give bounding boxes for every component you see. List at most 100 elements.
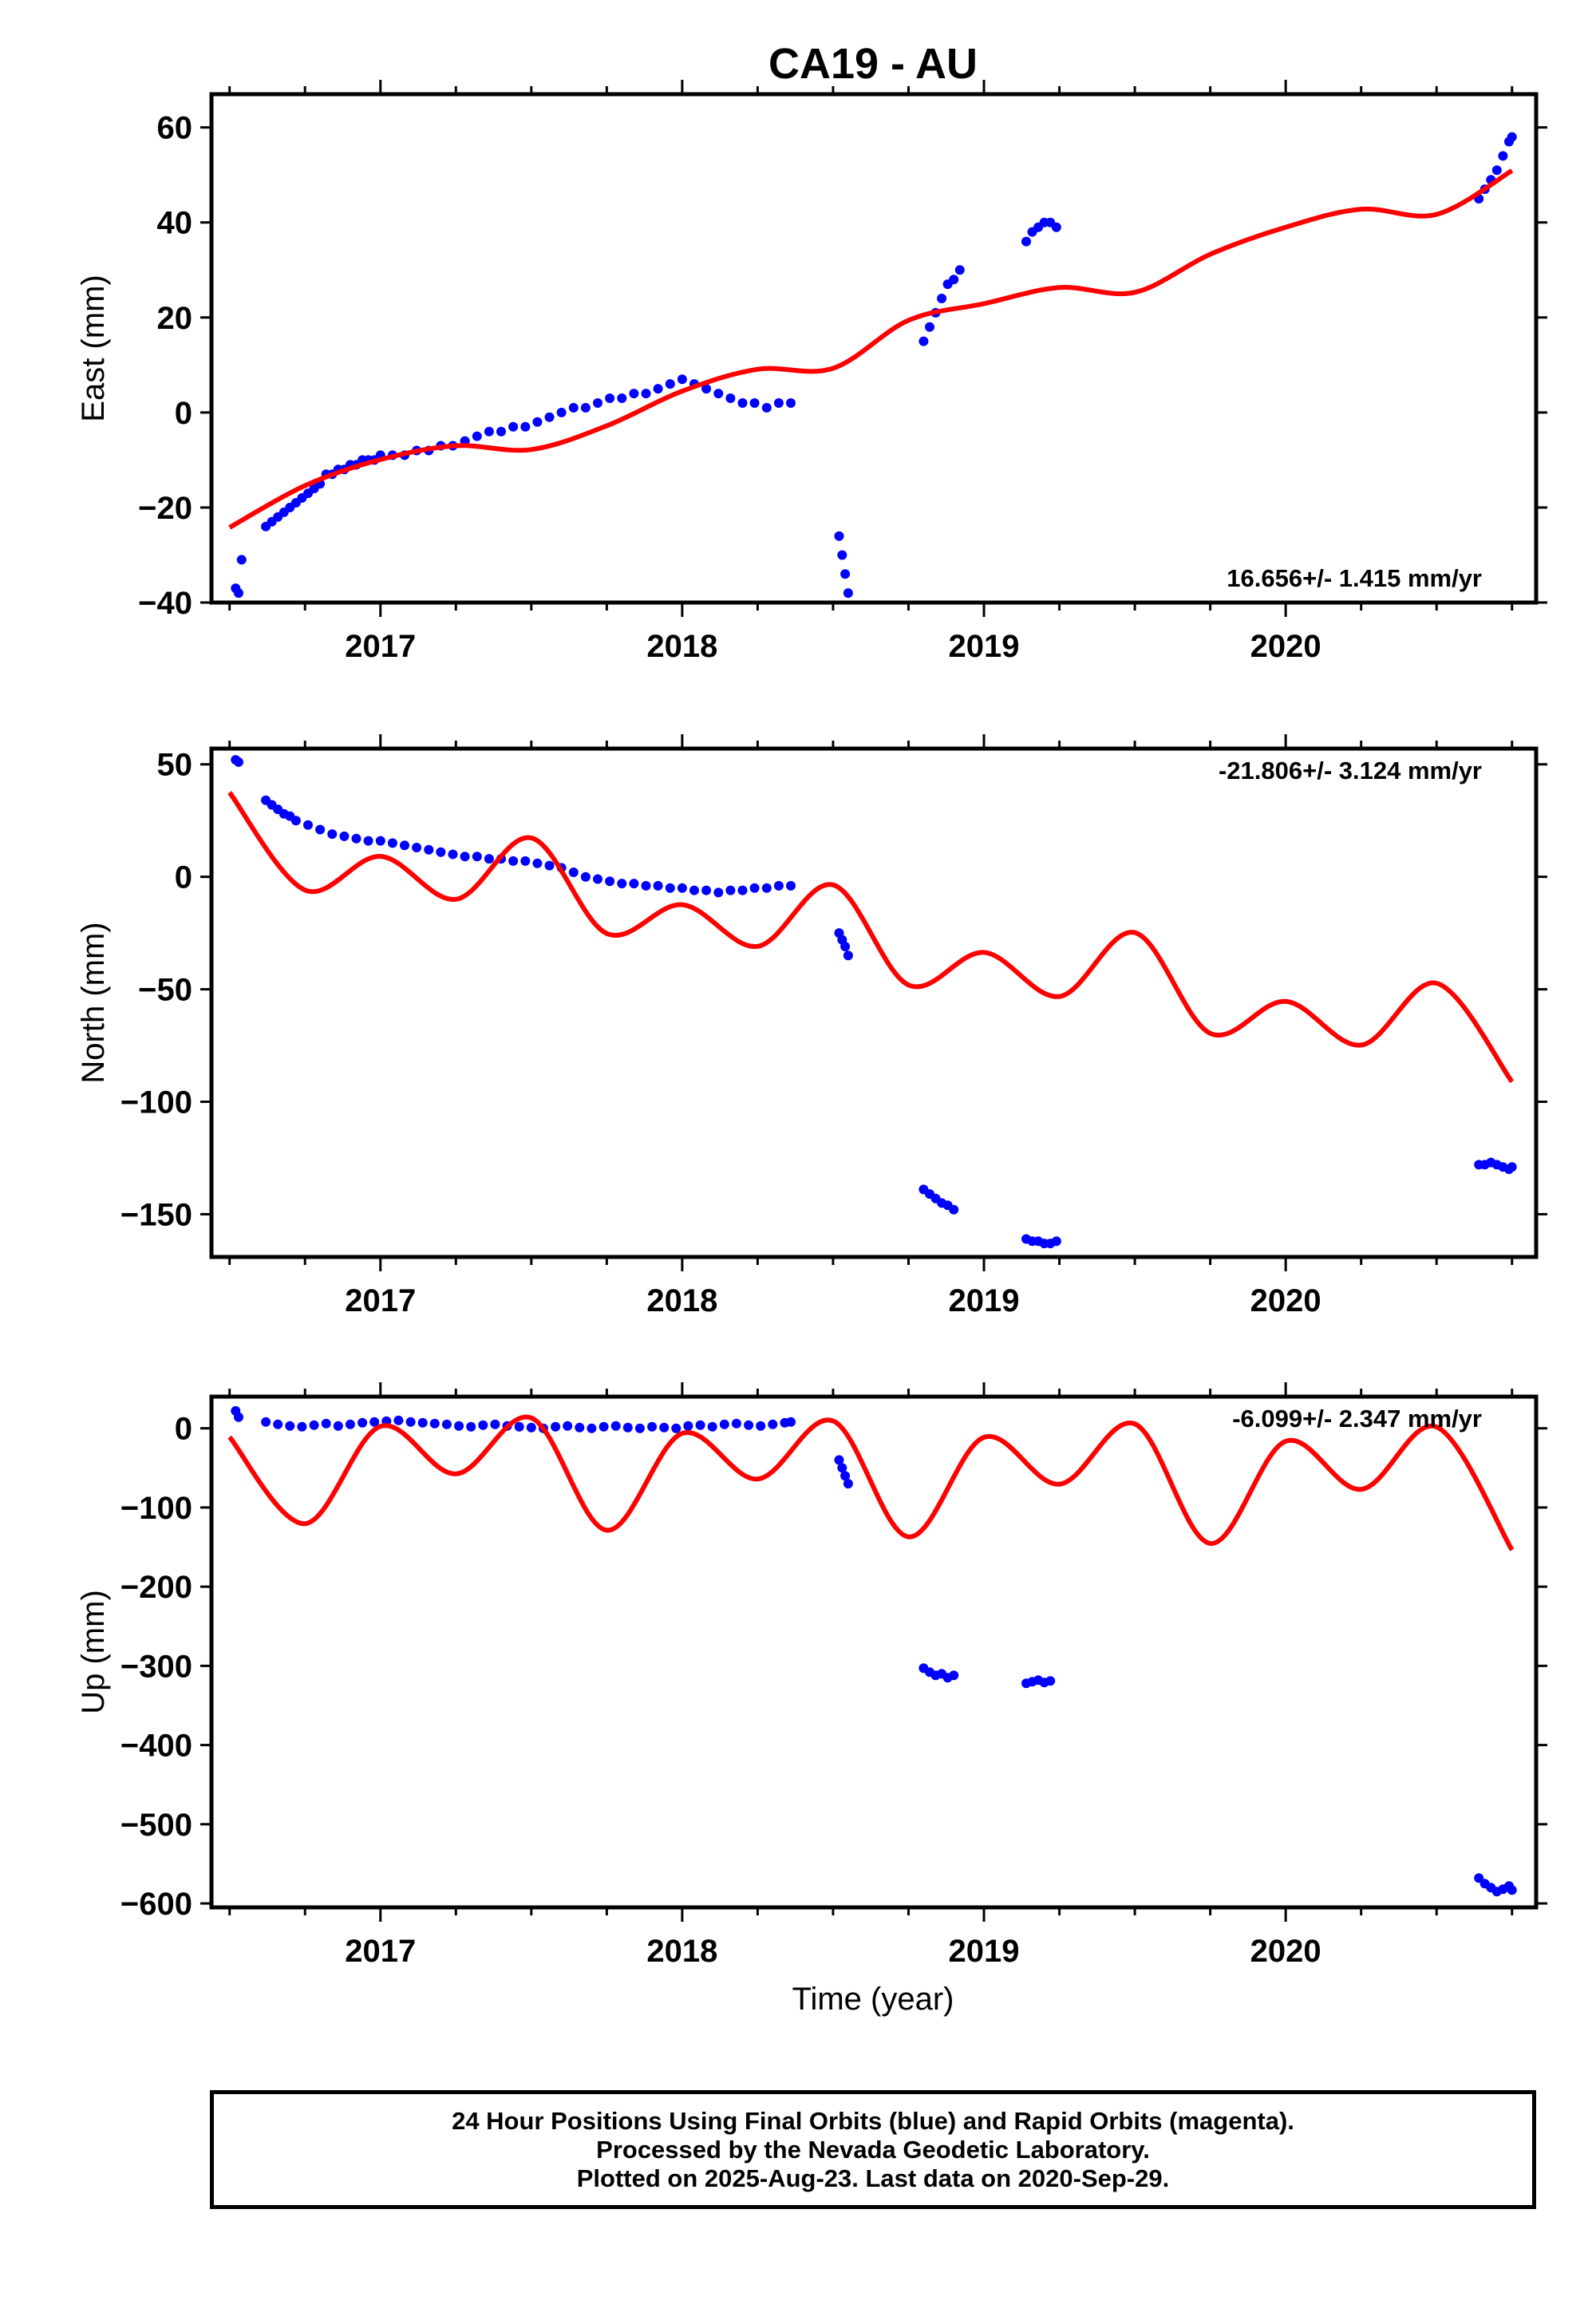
north-data-point: [508, 856, 519, 866]
north-data-point: [484, 854, 494, 864]
up-y-tick-label: 0: [175, 1412, 192, 1447]
up-data-point: [707, 1421, 717, 1432]
north-data-point: [375, 836, 385, 846]
up-data-point: [261, 1417, 271, 1427]
up-data-point: [840, 1471, 851, 1481]
north-data-point: [713, 887, 724, 898]
up-y-tick-label: −300: [120, 1649, 192, 1684]
east-data-point: [544, 412, 555, 422]
up-y-tick-label: −500: [120, 1808, 192, 1843]
north-data-point: [749, 883, 760, 893]
north-rate-label: -21.806+/- 3.124 mm/yr: [1219, 757, 1482, 785]
up-x-tick-label: 2020: [1250, 1934, 1321, 1969]
north-y-tick-label: −50: [138, 973, 192, 1008]
north-data-point: [786, 880, 796, 891]
north-data-point: [843, 951, 853, 961]
up-data-point: [234, 1412, 243, 1422]
north-data-point: [689, 885, 699, 895]
up-data-point: [417, 1417, 428, 1428]
up-data-point: [683, 1421, 693, 1431]
up-data-point: [563, 1421, 573, 1431]
up-data-point: [843, 1479, 853, 1489]
up-data-point: [719, 1419, 729, 1429]
up-data-point: [345, 1419, 355, 1429]
up-data-point: [393, 1415, 404, 1425]
up-data-point: [622, 1422, 633, 1433]
up-data-point: [575, 1422, 585, 1433]
up-rate-label: -6.099+/- 2.347 mm/yr: [1232, 1405, 1482, 1433]
x-axis-label: Time (year): [792, 1982, 954, 2017]
north-data-point: [424, 844, 434, 855]
up-data-point: [369, 1417, 380, 1427]
north-data-point: [472, 852, 482, 862]
up-data-point: [514, 1421, 524, 1432]
up-data-point: [768, 1419, 778, 1429]
north-data-point: [840, 942, 851, 951]
up-data-point: [478, 1420, 488, 1430]
east-data-point: [1507, 132, 1517, 142]
north-data-point: [327, 829, 338, 840]
up-data-point: [405, 1417, 416, 1427]
east-panel: −40 −20 0 20 40 60 2017 2018 2019 2020 East (mm) 16…: [76, 80, 1547, 664]
north-data-point: [677, 883, 687, 893]
east-data-point: [496, 426, 506, 437]
east-data-point: [641, 389, 651, 399]
north-data-point: [773, 880, 784, 891]
up-axes-frame: [209, 1394, 1539, 1910]
east-data-point: [234, 588, 243, 599]
east-y-tick-label: −20: [138, 491, 192, 526]
up-panel: −600 −500 −400 −300 −200 −100 0 2017 2018 2019 202…: [76, 1382, 1547, 1969]
east-data-point: [556, 407, 567, 417]
up-data-point: [659, 1422, 670, 1433]
up-y-tick-label: −100: [120, 1491, 192, 1526]
up-data-point: [671, 1423, 681, 1433]
north-data-point: [448, 849, 458, 860]
north-data-point: [665, 883, 675, 893]
up-data-point: [297, 1421, 307, 1432]
east-data-point: [677, 374, 687, 385]
up-data-point: [466, 1421, 476, 1432]
north-x-tick-label: 2020: [1250, 1283, 1321, 1318]
up-data-point: [786, 1417, 796, 1427]
north-plot-area: [227, 755, 1517, 1249]
east-data-point: [1021, 236, 1031, 247]
east-y-tick-label: 60: [157, 111, 193, 146]
north-data-point: [1051, 1236, 1061, 1247]
north-data-point: [580, 871, 591, 882]
up-data-point: [587, 1423, 597, 1433]
north-data-point: [460, 852, 470, 862]
north-y-tick-label: 50: [157, 748, 193, 783]
east-x-tick-label: 2020: [1250, 629, 1321, 664]
north-data-point: [568, 868, 579, 877]
east-data-point: [617, 393, 627, 403]
up-data-point: [454, 1421, 464, 1431]
north-model-curve: [227, 791, 1515, 1084]
north-data-point: [641, 880, 651, 891]
north-y-axis-label: North (mm): [76, 922, 111, 1083]
east-data-point: [749, 398, 760, 408]
east-data-point: [837, 550, 847, 560]
east-rate-label: 16.656+/- 1.415 mm/yr: [1227, 564, 1482, 592]
east-data-point: [925, 322, 934, 332]
north-x-tick-label: 2018: [646, 1283, 717, 1318]
east-plot-area: [228, 132, 1517, 599]
east-data-point: [725, 393, 736, 403]
up-y-tick-label: −400: [120, 1729, 192, 1764]
east-data-point: [937, 294, 947, 303]
up-data-point: [309, 1420, 319, 1430]
north-data-point: [412, 843, 422, 852]
north-data-point: [387, 838, 397, 848]
up-x-tick-label: 2017: [345, 1934, 416, 1969]
east-data-point: [593, 398, 602, 408]
up-data-point: [695, 1420, 705, 1430]
east-data-point: [568, 402, 579, 413]
north-y-tick-label: −100: [120, 1085, 192, 1120]
north-data-point: [544, 860, 555, 871]
east-data-point: [472, 431, 482, 441]
east-data-point: [701, 384, 712, 394]
north-data-point: [290, 816, 301, 826]
north-data-point: [303, 820, 313, 830]
north-data-point: [629, 879, 639, 889]
east-data-point: [605, 393, 615, 403]
up-y-axis-label: Up (mm): [76, 1590, 111, 1714]
